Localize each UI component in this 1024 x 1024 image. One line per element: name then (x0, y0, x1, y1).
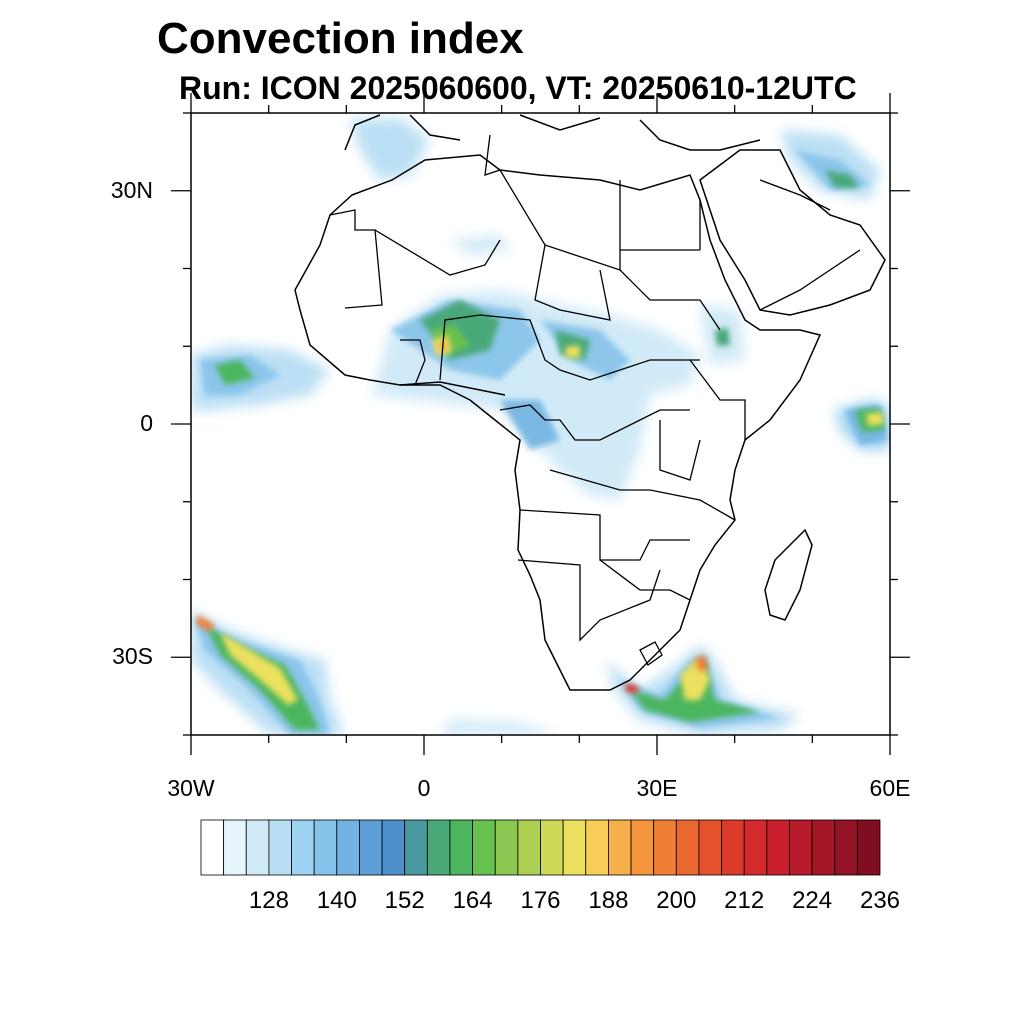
colorbar-swatch (359, 819, 383, 876)
colorbar-swatch (811, 819, 836, 876)
colorbar-label: 176 (520, 887, 561, 914)
colorbar-swatch (449, 819, 474, 876)
colorbar-swatch (562, 819, 587, 876)
colorbar-swatch (313, 819, 338, 876)
map-subtitle: Run: ICON 2025060600, VT: 20250610-12UTC (179, 70, 857, 106)
colorbar (200, 819, 881, 876)
colorbar-swatch (245, 819, 270, 876)
colorbar-swatch (540, 819, 564, 876)
madagascar-outline (764, 528, 813, 621)
colorbar-swatch (200, 819, 225, 876)
colorbar-swatch (381, 819, 406, 876)
colorbar-swatch (698, 819, 722, 876)
colorbar-swatch (404, 819, 428, 876)
colorbar-label: 212 (724, 887, 765, 914)
colorbar-label: 236 (859, 887, 901, 914)
lon-label: 0 (417, 775, 431, 801)
europe-outline (344, 114, 761, 151)
colorbar-swatch (223, 819, 247, 876)
colorbar-swatch (494, 819, 519, 876)
colorbar-label: 188 (588, 887, 629, 914)
colorbar-swatch (834, 819, 858, 876)
colorbar-swatch (608, 819, 632, 876)
colorbar-label: 140 (316, 887, 357, 914)
field-mediterranean (350, 118, 430, 180)
colorbar-label: 224 (792, 887, 833, 914)
colorbar-label: 128 (248, 887, 289, 914)
colorbar-swatch (721, 819, 745, 876)
field-sahara-cell (450, 235, 510, 255)
colorbar-swatch (743, 819, 768, 876)
colorbar-swatch (336, 819, 360, 876)
colorbar-swatch (472, 819, 496, 876)
colorbar-label: 164 (452, 887, 493, 914)
lon-label: 60E (869, 775, 911, 801)
colorbar-swatch (766, 819, 790, 876)
colorbar-swatch (856, 819, 881, 876)
colorbar-swatch (653, 819, 677, 876)
colorbar-swatch (585, 819, 609, 876)
axis-ticks (171, 93, 910, 755)
colorbar-swatch (517, 819, 541, 876)
lat-label: 0 (140, 410, 153, 436)
map-title: Convection index (157, 14, 524, 63)
colorbar-swatch (675, 819, 700, 876)
colorbar-swatch (268, 819, 292, 876)
lat-label: 30S (112, 643, 153, 670)
arabia-outline (699, 149, 886, 316)
lat-label: 30N (110, 176, 153, 203)
colorbar-swatch (426, 819, 451, 876)
colorbar-label: 152 (384, 887, 425, 914)
lon-label: 30E (636, 775, 678, 801)
lon-label: 30W (167, 775, 215, 801)
colorbar-label: 200 (656, 887, 697, 914)
coastlines (294, 114, 886, 691)
country-borders (329, 134, 861, 666)
field-south-edge (440, 720, 560, 735)
colorbar-swatch (291, 819, 315, 876)
colorbar-swatch (789, 819, 813, 876)
convection-field (191, 118, 890, 735)
gulf-of-guinea-coast (399, 381, 506, 396)
colorbar-swatch (630, 819, 655, 876)
